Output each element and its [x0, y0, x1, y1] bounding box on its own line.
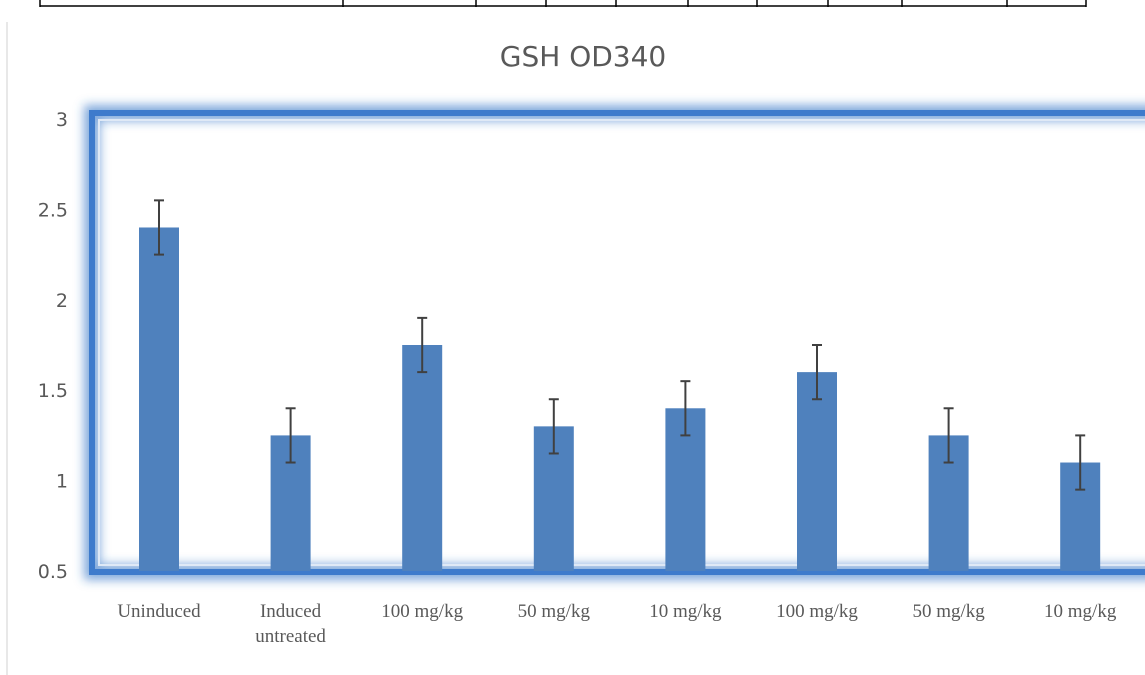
error-bar [1075, 434, 1086, 491]
x-tick-label: 50 mg/kg [912, 601, 985, 622]
y-axis: 0.5 1 1.5 2 2.5 3 [38, 109, 68, 583]
y-tick-label: 3 [56, 109, 68, 131]
error-bar [154, 199, 164, 256]
bar [797, 372, 837, 571]
x-tick-label: 50 mg/kg [518, 601, 591, 622]
x-tick-label: 100 mg/kg [381, 601, 463, 622]
x-tick-label: 100 mg/kg [776, 601, 858, 622]
y-tick-label: 1 [56, 471, 68, 493]
error-bar [812, 344, 822, 401]
x-tick-label: Uninduced [117, 601, 201, 622]
table-fragment [39, 0, 1087, 7]
bar [402, 345, 443, 571]
bars [139, 227, 1101, 572]
bar [139, 227, 179, 572]
error-bars [154, 199, 1086, 491]
error-bar [417, 316, 428, 374]
plot-highlight-frame [84, 105, 1145, 580]
y-tick-label: 2 [56, 290, 68, 312]
error-bar [680, 380, 691, 437]
y-tick-label: 1.5 [38, 380, 68, 402]
x-tick-label: Induced untreated [255, 601, 326, 647]
x-axis: Uninduced Induced untreated 100 mg/kg 50 mg/… [117, 601, 1117, 647]
x-tick-label: 10 mg/kg [649, 601, 722, 622]
error-bar [943, 407, 954, 464]
error-bar [548, 398, 559, 455]
y-tick-label: 0.5 [38, 561, 68, 583]
y-tick-label: 2.5 [38, 199, 68, 221]
chart-title: GSH OD340 [500, 40, 666, 73]
error-bar [285, 407, 296, 464]
x-tick-label: 10 mg/kg [1044, 601, 1117, 622]
